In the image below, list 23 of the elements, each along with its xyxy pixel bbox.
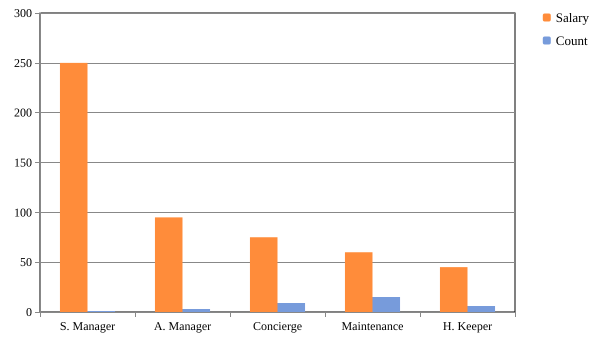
y-tick-label: 100 <box>14 205 32 220</box>
y-tick-label: 0 <box>26 305 32 319</box>
y-tick-label: 50 <box>20 255 32 270</box>
x-tick-label: Concierge <box>252 319 302 333</box>
bar <box>372 297 400 312</box>
y-tick-label: 300 <box>14 6 32 20</box>
bar <box>468 306 496 312</box>
y-tick-label: 200 <box>14 106 32 120</box>
bar <box>250 237 278 312</box>
bar <box>154 217 182 312</box>
x-tick-label: S. Manager <box>60 319 116 333</box>
legend-label: Count <box>556 33 588 48</box>
x-tick-label: A. Manager <box>154 319 212 333</box>
x-tick-label: Maintenance <box>342 319 404 333</box>
y-tick-label: 250 <box>14 56 32 70</box>
bar <box>440 267 468 312</box>
y-tick-label: 150 <box>14 156 32 170</box>
bar <box>60 62 88 312</box>
bar <box>278 303 306 312</box>
bar <box>182 309 210 312</box>
x-tick-label: H. Keeper <box>442 319 492 333</box>
bar <box>344 252 372 312</box>
legend-label: Salary <box>556 10 590 25</box>
